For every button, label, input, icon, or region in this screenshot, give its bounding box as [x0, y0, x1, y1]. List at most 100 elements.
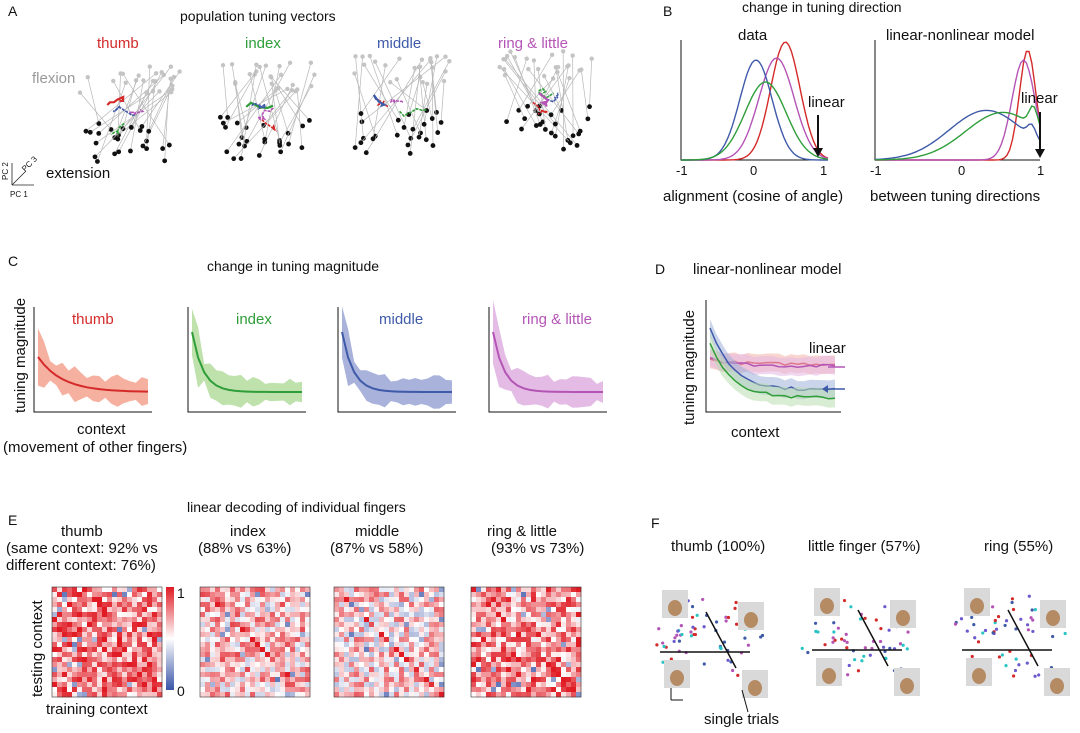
heatmap-cell	[394, 677, 400, 683]
heatmap-cell	[384, 602, 390, 608]
heatmap-cell	[409, 692, 415, 698]
tuning-vector	[85, 72, 157, 132]
heatmap-cell	[265, 592, 271, 598]
heatmap-cell	[364, 622, 370, 628]
heatmap-cell	[349, 662, 355, 668]
heatmap-cell	[516, 682, 522, 688]
heatmap-cell	[210, 657, 216, 663]
heatmap-cell	[399, 592, 405, 598]
heatmap-cell	[481, 602, 487, 608]
heatmap-cell	[265, 657, 271, 663]
flexion-point	[497, 64, 502, 70]
heatmap-cell	[240, 677, 246, 683]
heatmap-cell	[97, 652, 103, 658]
heatmap-cell	[359, 592, 365, 598]
trajectory	[106, 95, 125, 106]
tuning-vector	[222, 65, 228, 118]
heatmap-cell	[526, 652, 532, 658]
heatmap-cell	[511, 597, 517, 603]
heatmap-cell	[541, 592, 547, 598]
heatmap-cell	[506, 677, 512, 683]
flexion-point	[394, 77, 399, 82]
heatmap-cell	[77, 612, 83, 618]
heatmap-cell	[481, 647, 487, 653]
heatmap-cell	[240, 617, 246, 623]
heatmap-cell	[344, 597, 350, 603]
heatmap-cell	[364, 627, 370, 633]
heatmap-cell	[379, 587, 385, 593]
heatmap-cell	[72, 617, 78, 623]
heatmap-cell	[152, 662, 158, 668]
heatmap-cell	[220, 627, 226, 633]
heatmap-cell	[255, 632, 261, 638]
tuning-vector	[354, 73, 376, 137]
heatmap-cell	[132, 612, 138, 618]
heatmap-cell	[92, 622, 98, 628]
heatmap-cell	[571, 667, 577, 673]
e-header-thumb-3: different context: 76%)	[6, 557, 156, 574]
heatmap-cell	[52, 632, 58, 638]
heatmap-cell	[112, 607, 118, 613]
heatmap-cell	[72, 687, 78, 693]
heatmap-cell	[132, 662, 138, 668]
extension-point	[93, 140, 99, 146]
flexion-point	[308, 60, 314, 65]
flexion-point	[263, 63, 269, 68]
heatmap-cell	[344, 677, 350, 683]
heatmap-cell	[359, 597, 365, 603]
heatmap-cell	[434, 632, 440, 638]
heatmap-cell	[526, 687, 532, 693]
heatmap-cell	[127, 587, 133, 593]
heatmap-cell	[394, 612, 400, 618]
heatmap-cell	[220, 592, 226, 598]
heatmap-cell	[225, 682, 231, 688]
heatmap-cell	[501, 617, 507, 623]
trial-point	[1063, 631, 1067, 636]
flexion-point	[430, 65, 435, 70]
flexion-point	[287, 60, 293, 65]
heatmap-cell	[369, 692, 375, 698]
heatmap-cell	[419, 667, 425, 673]
heatmap-cell	[300, 607, 306, 613]
extension-point	[435, 130, 441, 135]
heatmap-cell	[561, 677, 567, 683]
heatmap-cell	[72, 682, 78, 688]
heatmap-cell	[87, 627, 93, 633]
heatmap-cell	[556, 627, 562, 633]
heatmap-cell	[142, 642, 148, 648]
heatmap-cell	[511, 587, 517, 593]
heatmap-cell	[561, 597, 567, 603]
heatmap-cell	[384, 622, 390, 628]
heatmap-cell	[481, 592, 487, 598]
heatmap-cell	[486, 607, 492, 613]
heatmap-cell	[245, 687, 251, 693]
heatmap-cell	[235, 602, 241, 608]
heatmap-cell	[429, 622, 435, 628]
heatmap-cell	[541, 622, 547, 628]
heatmap-cell	[235, 667, 241, 673]
heatmap-cell	[265, 632, 271, 638]
heatmap-cell	[270, 632, 276, 638]
heatmap-cell	[87, 677, 93, 683]
heatmap-cell	[471, 642, 477, 648]
heatmap-cell	[147, 687, 153, 693]
heatmap-cell	[404, 677, 410, 683]
heatmap-cell	[275, 607, 281, 613]
heatmap-cell	[364, 672, 370, 678]
heatmap-cell	[270, 607, 276, 613]
heatmap-cell	[536, 627, 542, 633]
tuning-vector-plots	[77, 49, 594, 164]
hand-palm	[1050, 678, 1064, 694]
heatmap-cell	[541, 657, 547, 663]
heatmap-3	[470, 586, 582, 698]
heatmap-cell	[122, 657, 128, 663]
heatmap-cell	[576, 652, 582, 658]
trial-point	[690, 615, 695, 619]
heatmap-cell	[215, 682, 221, 688]
heatmap-cell	[215, 647, 221, 653]
heatmap-cell	[516, 637, 522, 643]
extension-point	[525, 103, 530, 109]
heatmap-cell	[471, 622, 477, 628]
heatmap-cell	[481, 627, 487, 633]
heatmap-cell	[491, 592, 497, 598]
